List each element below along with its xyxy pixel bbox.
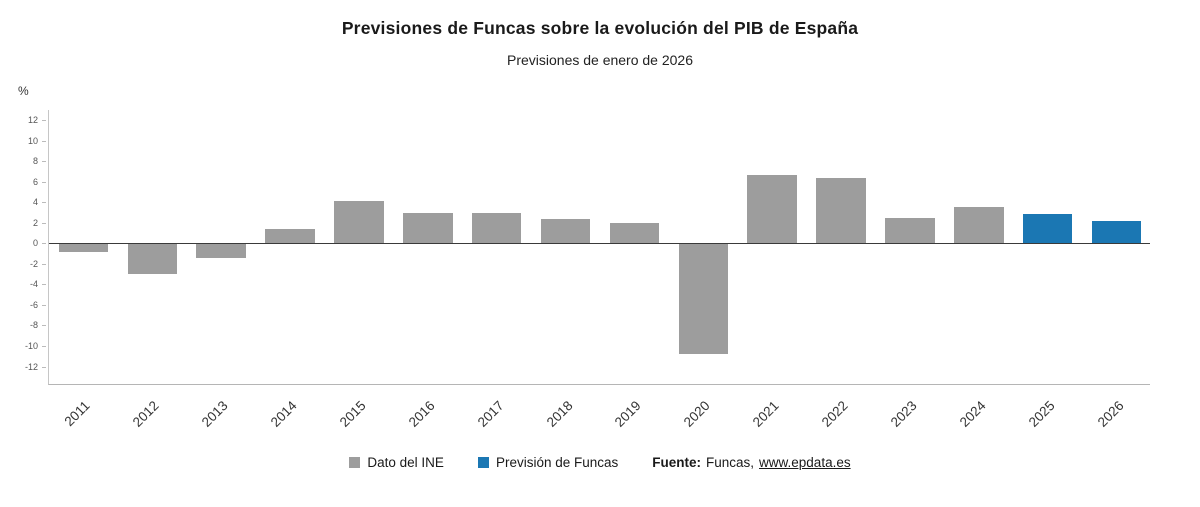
y-tick-label: -4 [29, 279, 38, 290]
y-tick-label: 4 [32, 197, 38, 208]
source-publisher: Funcas, [706, 455, 755, 470]
bar-2026 [1091, 220, 1142, 244]
x-tick-label-2017: 2017 [474, 398, 507, 430]
y-tick-label: -2 [29, 258, 38, 269]
y-tick-mark [42, 161, 46, 163]
bar-2025 [1022, 213, 1073, 244]
legend-item-funcas: Previsión de Funcas [477, 455, 619, 470]
bar-2015 [334, 201, 384, 244]
y-tick-mark [42, 140, 46, 142]
x-tick-label-2019: 2019 [612, 398, 645, 430]
bar-2018 [540, 218, 591, 244]
bar-2021 [747, 174, 797, 244]
y-tick-mark [42, 366, 46, 368]
y-tick-label: -12 [24, 361, 38, 372]
x-tick-label-2018: 2018 [543, 398, 576, 430]
bar-2020 [678, 243, 729, 355]
bar-2024 [954, 207, 1004, 244]
bar-2014 [265, 229, 315, 244]
y-tick-label: 10 [27, 135, 38, 146]
x-tick-label-2020: 2020 [681, 398, 713, 430]
y-tick-label: -8 [29, 320, 38, 331]
legend-label-ine: Dato del INE [367, 455, 444, 470]
y-axis-unit-label: % [18, 84, 29, 98]
y-tick-label: 0 [32, 238, 38, 249]
chart-subtitle: Previsiones de enero de 2026 [506, 52, 694, 68]
bar-2022 [816, 177, 866, 244]
bar-2016 [403, 212, 453, 244]
chart-title: Previsiones de Funcas sobre la evolución… [341, 18, 859, 38]
y-tick-mark [42, 325, 46, 327]
y-tick-label: 8 [32, 156, 38, 167]
bar-2019 [609, 222, 660, 244]
y-tick-label: 12 [27, 115, 38, 126]
bar-2023 [885, 217, 935, 244]
x-tick-label-2011: 2011 [61, 398, 94, 430]
y-tick-label: 6 [32, 176, 38, 187]
plot-area [48, 110, 1150, 385]
legend-swatch-funcas [477, 457, 489, 468]
legend-item-ine: Dato del INE [349, 455, 444, 470]
zero-baseline [49, 242, 1150, 245]
y-tick-mark [42, 120, 46, 122]
x-tick-label-2021: 2021 [749, 398, 782, 430]
y-tick-mark [42, 181, 46, 183]
legend-swatch-ine [349, 457, 361, 468]
bar-2012 [127, 243, 178, 275]
y-tick-mark [42, 243, 46, 245]
x-tick-label-2022: 2022 [818, 398, 851, 430]
x-tick-label-2023: 2023 [887, 398, 920, 430]
y-tick-mark [42, 263, 46, 265]
source-prefix: Fuente: [652, 455, 701, 470]
x-axis-labels: 2011 2012 2013 2014 2015 2016 2017 2018 2019 2020… [48, 390, 1150, 452]
y-axis: -12 -10 -8 -6 -4 -2 0 2 4 6 8 10 12 [10, 110, 46, 385]
x-tick-label-2014: 2014 [267, 398, 300, 430]
y-tick-mark [42, 222, 46, 224]
y-tick-label: -6 [29, 299, 38, 310]
y-tick-mark [42, 346, 46, 347]
bar-2017 [471, 212, 522, 244]
y-tick-mark [42, 202, 46, 204]
source-link[interactable]: www.epdata.es [759, 455, 851, 470]
legend-label-funcas: Previsión de Funcas [495, 455, 619, 470]
source-line: Fuente: Funcas, www.epdata.es [652, 455, 850, 470]
y-tick-mark [42, 304, 46, 306]
bar-2013 [196, 243, 246, 258]
bar-2011 [58, 243, 109, 252]
legend: Dato del INE Previsión de Funcas Fuente:… [0, 455, 1200, 470]
x-tick-label-2024: 2024 [956, 398, 989, 430]
y-tick-label: 2 [32, 217, 38, 228]
x-tick-label-2025: 2025 [1025, 398, 1058, 430]
y-tick-mark [42, 284, 46, 286]
x-tick-label-2015: 2015 [336, 398, 369, 430]
y-tick-label: -10 [24, 341, 38, 351]
x-tick-label-2012: 2012 [130, 398, 162, 430]
x-tick-label-2026: 2026 [1094, 398, 1127, 430]
x-tick-label-2016: 2016 [405, 398, 438, 430]
x-tick-label-2013: 2013 [198, 398, 231, 430]
